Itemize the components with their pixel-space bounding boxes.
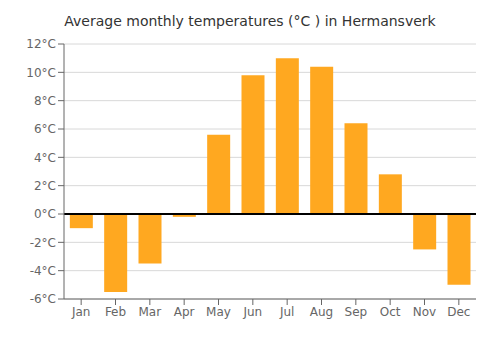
svg-text:8°C: 8°C [34,94,56,108]
svg-text:-2°C: -2°C [30,236,56,250]
svg-text:12°C: 12°C [26,37,56,51]
svg-text:-4°C: -4°C [30,264,56,278]
svg-text:6°C: 6°C [34,122,56,136]
svg-text:May: May [206,305,231,319]
svg-text:4°C: 4°C [34,151,56,165]
html-text:Average monthly temperatures (: Average monthly temperatures (°C ) in He… [64,13,436,29]
svg-text:Sep: Sep [345,305,368,319]
svg-text:Dec: Dec [447,305,470,319]
svg-text:Nov: Nov [413,305,436,319]
svg-text:2°C: 2°C [34,179,56,193]
svg-text:-6°C: -6°C [30,292,56,306]
svg-text:Jul: Jul [279,305,294,319]
svg-text:0°C: 0°C [34,207,56,221]
svg-text:Jan: Jan [71,305,91,319]
svg-text:Oct: Oct [380,305,401,319]
svg-text:Jun: Jun [242,305,262,319]
svg-text:10°C: 10°C [26,66,56,80]
svg-text:Mar: Mar [139,305,162,319]
svg-text:Apr: Apr [174,305,195,319]
svg-text:Aug: Aug [310,305,333,319]
svg-text:Feb: Feb [105,305,126,319]
